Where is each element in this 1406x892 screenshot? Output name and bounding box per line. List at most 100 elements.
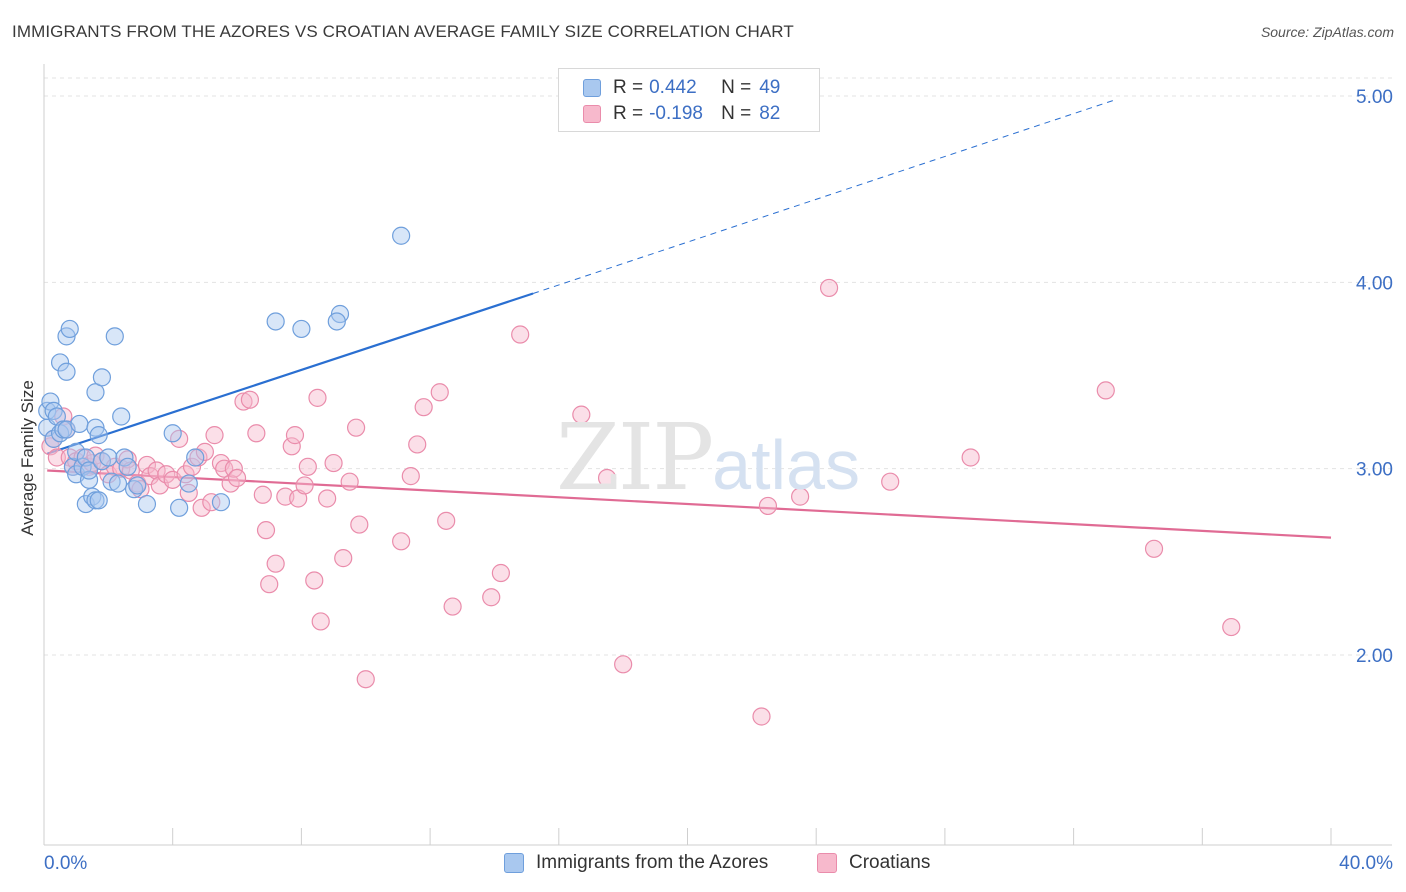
azores-point <box>89 491 108 510</box>
r-label: R = <box>613 103 644 124</box>
y-tick-label: 3.00 <box>1356 460 1393 481</box>
croatians-point <box>1144 539 1164 558</box>
n-value: 82 <box>759 103 781 124</box>
azores-swatch <box>583 79 601 97</box>
croatians-point <box>298 457 317 476</box>
croatians-point <box>47 448 66 467</box>
azores-point <box>211 493 231 512</box>
croatians-point <box>961 448 980 467</box>
croatians-point <box>443 597 462 616</box>
azores-point <box>112 407 131 426</box>
croatians-point <box>401 467 420 486</box>
croatians-point <box>881 472 900 491</box>
azores-trend-extension <box>532 99 1116 294</box>
croatians-point <box>819 278 839 298</box>
croatians-point <box>227 468 247 488</box>
croatians-point <box>147 461 166 480</box>
trend-lines <box>46 99 1332 539</box>
croatians-point <box>392 532 411 551</box>
series-legend: Immigrants from the Azores Croatians <box>0 852 1406 878</box>
legend-row-croatians: R = -0.198 N = 82 <box>583 103 780 125</box>
gridlines <box>44 77 1392 656</box>
croatians-point <box>791 487 810 506</box>
croatians-point <box>597 468 617 488</box>
croatians-point <box>266 554 285 573</box>
croatians-point <box>1222 617 1241 637</box>
croatians-point <box>356 670 375 689</box>
legend-label-azores: Immigrants from the Azores <box>536 852 769 873</box>
azores-point <box>179 474 198 493</box>
n-label: N = <box>721 103 752 124</box>
croatians-point <box>414 398 433 417</box>
stats-legend: R = 0.442 N = 49 R = -0.198 N = 82 <box>558 68 820 132</box>
azores-point <box>170 498 189 517</box>
croatians-point <box>491 563 510 583</box>
croatians-point <box>350 515 369 534</box>
r-value: 0.442 <box>649 77 697 98</box>
azores-point <box>89 426 108 445</box>
croatians-point <box>311 612 330 631</box>
azores-point <box>392 226 411 245</box>
croatians-point <box>240 390 260 409</box>
legend-item-croatians[interactable]: Croatians <box>817 852 930 874</box>
watermark-zip: ZIP <box>556 404 714 511</box>
azores-legend-swatch <box>504 853 524 873</box>
source-label: Source: ZipAtlas.com <box>1260 24 1394 40</box>
azores-point <box>57 362 76 381</box>
croatians-point <box>346 418 366 437</box>
croatians-point <box>1096 381 1115 400</box>
croatians-point <box>179 483 198 502</box>
croatians-point <box>195 442 214 461</box>
croatians-point <box>614 655 633 674</box>
tick-labels: 2.00 3.00 4.00 5.00 0.0% 40.0% <box>44 87 1393 874</box>
croatians-point <box>437 511 456 530</box>
croatians-legend-swatch <box>817 853 837 873</box>
azores-point <box>118 457 137 476</box>
croatians-point <box>324 453 343 473</box>
croatians-point <box>482 588 501 607</box>
azores-point <box>60 319 79 339</box>
azores-point <box>108 474 128 493</box>
azores-point <box>163 424 182 443</box>
data-points <box>38 226 1241 726</box>
croatians-point <box>253 485 272 504</box>
croatians-point <box>256 521 276 540</box>
azores-point <box>79 461 99 480</box>
legend-row-azores: R = 0.442 N = 49 <box>583 77 780 99</box>
croatians-point <box>752 707 771 726</box>
azores-point <box>128 476 147 495</box>
croatians-point <box>285 426 305 445</box>
y-tick-label: 2.00 <box>1356 646 1393 667</box>
azores-trend-line <box>46 292 534 455</box>
zipatlas-watermark: ZIPatlas <box>556 404 860 511</box>
n-value: 49 <box>759 77 781 98</box>
legend-item-azores[interactable]: Immigrants from the Azores <box>504 852 768 874</box>
azores-point <box>186 448 205 467</box>
azores-point <box>99 448 118 467</box>
croatians-point <box>202 493 221 512</box>
croatians-point <box>137 455 157 475</box>
n-label: N = <box>721 77 752 98</box>
azores-point <box>92 368 112 387</box>
x-tick-label: 0.0% <box>44 853 87 874</box>
croatians-point <box>260 575 279 594</box>
croatians-point <box>205 426 224 445</box>
azores-point <box>44 401 63 421</box>
chart-title: IMMIGRANTS FROM THE AZORES VS CROATIAN A… <box>12 22 794 41</box>
croatians-point <box>334 549 353 568</box>
r-label: R = <box>613 77 644 98</box>
croatians-point <box>305 571 324 590</box>
croatians-point <box>511 325 530 344</box>
croatians-point <box>572 405 591 424</box>
croatians-point <box>282 437 301 456</box>
azores-point <box>105 327 124 346</box>
azores-point <box>266 312 285 331</box>
croatians-trend-line <box>47 469 1332 539</box>
azores-point <box>70 414 89 434</box>
y-axis-label: Average Family Size <box>18 380 37 536</box>
watermark-atlas: atlas <box>712 426 861 504</box>
legend-label-croatians: Croatians <box>849 852 931 873</box>
azores-point <box>137 494 157 514</box>
croatians-swatch <box>583 105 601 123</box>
